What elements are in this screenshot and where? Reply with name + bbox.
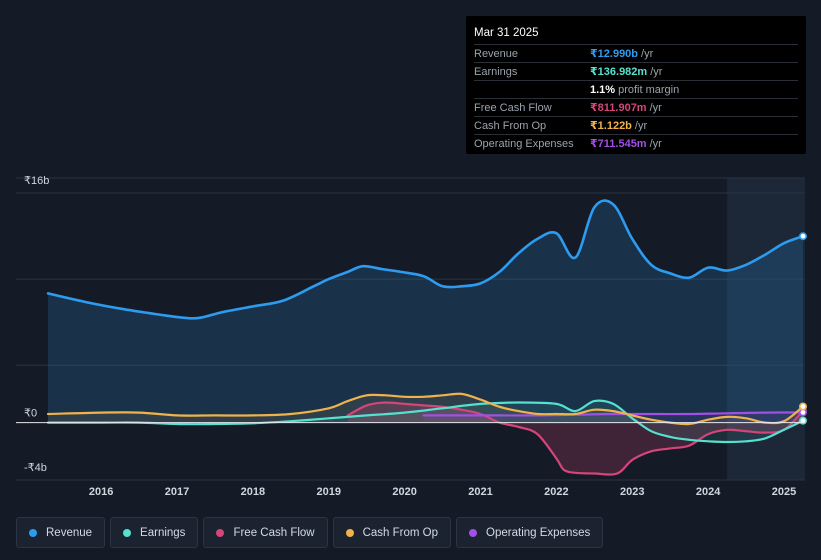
legend-item-operating-expenses[interactable]: Operating Expenses [456, 517, 604, 548]
tooltip-value: ₹711.545m [590, 138, 647, 150]
revenue-area [48, 200, 803, 423]
legend-label: Revenue [46, 526, 93, 539]
legend: Revenue Earnings Free Cash Flow Cash From O… [16, 517, 604, 548]
tooltip-row: Earnings ₹136.982m/yr [474, 64, 798, 81]
legend-label: Cash From Op [362, 526, 439, 539]
tooltip-label: Revenue [474, 48, 519, 60]
tooltip-row: Free Cash Flow ₹811.907m/yr [474, 100, 798, 117]
x-tick-label: 2017 [165, 486, 189, 498]
legend-dot-icon [29, 528, 37, 537]
tooltip-date: Mar 31 2025 [474, 24, 798, 45]
x-tick-label: 2020 [392, 486, 416, 498]
x-tick-label: 2022 [544, 486, 568, 498]
y-axis-label: ₹0 [24, 408, 37, 420]
y-axis-label: -₹4b [24, 462, 47, 474]
tooltip-row: Operating Expenses ₹711.545m/yr [474, 136, 798, 152]
cash-from-op-endpoint [798, 402, 807, 411]
series-lines [16, 199, 807, 476]
earnings-line [46, 399, 805, 444]
legend-dot-icon [216, 528, 225, 537]
tooltip-label: Free Cash Flow [474, 102, 552, 114]
legend-item-cash-from-op[interactable]: Cash From Op [332, 517, 452, 548]
tooltip-row: Cash From Op ₹1.122b/yr [474, 118, 798, 135]
free-cash-flow-area [347, 402, 803, 475]
area-fills [48, 200, 803, 475]
tooltip-label [474, 82, 590, 98]
operating-expenses-line [422, 411, 805, 417]
legend-dot-icon [345, 528, 354, 537]
tooltip-value: ₹811.907m [590, 102, 647, 114]
x-tick-label: 2024 [696, 486, 721, 498]
legend-label: Operating Expenses [486, 526, 591, 539]
x-tick-label: 2019 [317, 486, 341, 498]
tooltip-unit: /yr [650, 66, 663, 78]
tooltip-value: 1.1% [590, 84, 616, 96]
legend-label: Earnings [140, 526, 186, 539]
tooltip-unit: profit margin [618, 84, 680, 96]
legend-dot-icon [123, 528, 132, 537]
axis-labels: ₹16b ₹0 -₹4b 2016 2017 2018 2019 2020 2021 2022 20… [24, 175, 796, 498]
x-tick-label: 2023 [620, 486, 644, 498]
tooltip-value: ₹136.982m [590, 66, 648, 78]
revenue-line [46, 199, 805, 320]
legend-item-earnings[interactable]: Earnings [110, 517, 199, 548]
tooltip-label: Cash From Op [474, 120, 547, 132]
x-tick-label: 2025 [772, 486, 796, 498]
y-axis-label: ₹16b [24, 175, 49, 187]
tooltip-row: Revenue ₹12.990b/yr [474, 46, 798, 63]
x-tick-label: 2018 [241, 486, 265, 498]
cash-from-op-line [46, 392, 805, 426]
tooltip-unit: /yr [649, 102, 662, 114]
legend-item-revenue[interactable]: Revenue [16, 517, 106, 548]
legend-item-free-cash-flow[interactable]: Free Cash Flow [203, 517, 328, 548]
tooltip-unit: /yr [649, 138, 662, 150]
tooltip-unit: /yr [634, 120, 648, 132]
legend-dot-icon [469, 528, 478, 537]
tooltip-panel: Mar 31 2025 Revenue ₹12.990b/yr Earnings ₹1… [466, 16, 806, 154]
tooltip-label: Earnings [474, 66, 518, 78]
tooltip-row: 1.1% profit margin [474, 82, 798, 99]
legend-label: Free Cash Flow [233, 526, 315, 539]
x-tick-label: 2021 [468, 486, 492, 498]
tooltip-label: Operating Expenses [474, 138, 574, 150]
tooltip-value: ₹12.990b [590, 48, 639, 60]
x-tick-label: 2016 [89, 486, 113, 498]
revenue-endpoint [798, 232, 807, 241]
tooltip-value: ₹1.122b [590, 120, 632, 132]
free-cash-flow-line [346, 401, 805, 476]
tooltip-unit: /yr [641, 48, 654, 60]
